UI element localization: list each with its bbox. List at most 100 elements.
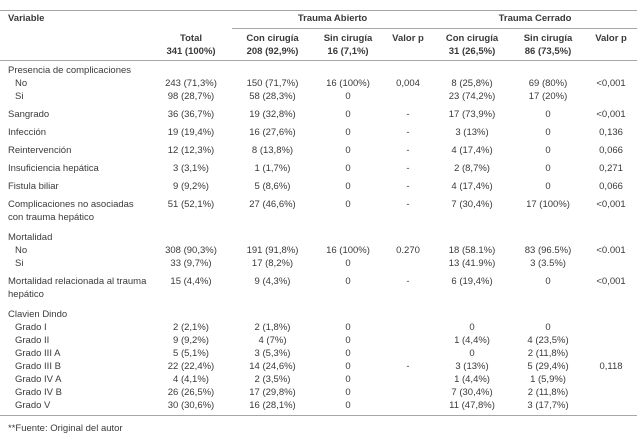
cell: [383, 347, 433, 360]
column-header-spacer: [0, 28, 150, 61]
column-header-sin-cirugia-cerrado: Sin cirugía 86 (73,5%): [511, 28, 586, 61]
cell: 0: [345, 258, 351, 269]
cell: [511, 224, 585, 244]
cell: 0: [545, 109, 551, 120]
row-label: Grado II: [15, 335, 50, 346]
cell: 0: [345, 374, 351, 385]
cell: [383, 399, 433, 416]
row-label: Infección: [8, 127, 47, 138]
cell: [150, 61, 232, 78]
cell: 4 (17,4%): [451, 145, 493, 156]
table-row: Grado II 9 (9,2%) 4 (7%) 0 1 (4,4%) 4 (23,5%): [0, 334, 637, 347]
cell: [585, 257, 637, 270]
table-row: Si 33 (9,7%) 17 (8,2%) 0 13 (41.9%) 3 (3.5%): [0, 257, 637, 270]
cell: 0: [345, 361, 351, 372]
row-label: Grado III A: [15, 348, 61, 359]
cell: 4 (7%): [258, 335, 287, 346]
cell: 0: [345, 322, 351, 333]
cell: 0: [345, 127, 351, 138]
cell: 30 (30,6%): [167, 400, 215, 411]
spanner-row: Variable Trauma Abierto Trauma Cerrado: [0, 10, 637, 29]
cell: 33 (9,7%): [170, 258, 212, 269]
cell: 243 (71,3%): [165, 78, 217, 89]
column-header-line2: 208 (92,9%): [246, 46, 299, 57]
column-header-sin-cirugia-abierto: Sin cirugía 16 (7,1%): [313, 28, 383, 61]
cell: 0: [345, 91, 351, 102]
row-label: Grado IV B: [15, 387, 62, 398]
cell: 19 (19,4%): [167, 127, 215, 138]
cell: [232, 61, 313, 78]
cell: -: [406, 199, 410, 210]
cell: 9 (9,2%): [173, 335, 209, 346]
cell: 0: [345, 163, 351, 174]
cell: 17 (29,8%): [249, 387, 296, 398]
cell: 308 (90,3%): [165, 245, 217, 256]
cell: 0,136: [599, 127, 623, 138]
cell: <0,001: [596, 276, 626, 287]
cell: 17 (100%): [526, 199, 570, 210]
table-row: Grado IV A 4 (4,1%) 2 (3,5%) 0 1 (4,4%) 1 (5,…: [0, 373, 637, 386]
cell: 1 (4,4%): [454, 335, 490, 346]
cell: 7 (30,4%): [451, 387, 493, 398]
cell: 2 (11,8%): [527, 348, 569, 359]
cell: 0: [545, 181, 551, 192]
cell: <0,001: [596, 109, 626, 120]
cell: [585, 321, 637, 334]
cell: 69 (80%): [528, 78, 568, 89]
cell: 0,004: [396, 78, 420, 89]
cell: 98 (28,7%): [167, 91, 215, 102]
cell: 16 (28,1%): [249, 400, 296, 411]
table-row: Sangrado 36 (36,7%) 19 (32,8%) 0 - 17 (73,9%)…: [0, 103, 637, 121]
table-row: No 308 (90,3%) 191 (91,8%) 16 (100%) 0.270 18…: [0, 244, 637, 257]
cell: 15 (4,4%): [170, 276, 212, 287]
cell: [383, 321, 433, 334]
table-row: Grado I 2 (2,1%) 2 (1,8%) 0 0 0: [0, 321, 637, 334]
cell: 17 (8,2%): [251, 258, 294, 269]
cell: [150, 224, 232, 244]
cell: 16 (100%): [326, 245, 370, 256]
cell: -: [406, 127, 410, 138]
spanner-trauma-cerrado: Trauma Cerrado: [433, 10, 637, 29]
cell: [511, 61, 585, 78]
cell: 14 (24,6%): [249, 361, 296, 372]
column-header-total: Total 341 (100%): [150, 28, 232, 61]
table-head: Variable Trauma Abierto Trauma Cerrado T…: [0, 10, 637, 61]
cell: 3 (13%): [455, 127, 489, 138]
row-label: Reintervención: [8, 145, 72, 156]
row-label: Presencia de complicaciones: [8, 65, 132, 76]
column-header-valor-p-cerrado: Valor p: [585, 28, 637, 61]
cell: 16 (27,6%): [249, 127, 296, 138]
cell: 13 (41.9%): [448, 258, 496, 269]
column-header-row: Total 341 (100%) Con cirugía 208 (92,9%)…: [0, 28, 637, 61]
row-label: Grado IV A: [15, 374, 62, 385]
column-header-line1: Con cirugía: [445, 33, 499, 44]
row-label: Clavien Dindo: [8, 309, 68, 320]
cell: [383, 257, 433, 270]
cell: 0: [345, 199, 351, 210]
cell: 0: [545, 276, 551, 287]
table-row: Si 98 (28,7%) 58 (28,3%) 0 23 (74,2%) 17 (20%…: [0, 90, 637, 103]
section-row: Mortalidad: [0, 224, 637, 244]
cell: 0: [545, 163, 551, 174]
column-header-line1: Valor p: [392, 33, 424, 44]
cell: 0: [345, 181, 351, 192]
cell: [383, 61, 433, 78]
column-header-line1: Sin cirugía: [523, 33, 573, 44]
cell: -: [406, 109, 410, 120]
cell: 23 (74,2%): [448, 91, 496, 102]
cell: 26 (26,5%): [167, 387, 215, 398]
cell: 83 (96.5%): [524, 245, 572, 256]
cell: 5 (5,1%): [173, 348, 209, 359]
cell: [433, 301, 511, 321]
cell: 1 (1,7%): [254, 163, 291, 174]
row-label: Insuficiencia hepática: [8, 163, 99, 174]
cell: 3 (13%): [455, 361, 489, 372]
cell: 2 (11,8%): [527, 387, 569, 398]
cell: 0: [545, 322, 551, 333]
table-row: Grado IV B 26 (26,5%) 17 (29,8%) 0 7 (30,4%)…: [0, 386, 637, 399]
table-row: Grado III B 22 (22,4%) 14 (24,6%) 0 - 3 (13%)…: [0, 360, 637, 373]
cell: 2 (1,8%): [254, 322, 291, 333]
spanner-trauma-abierto: Trauma Abierto: [232, 10, 434, 29]
cell: [232, 301, 313, 321]
cell: 2 (8,7%): [454, 163, 490, 174]
